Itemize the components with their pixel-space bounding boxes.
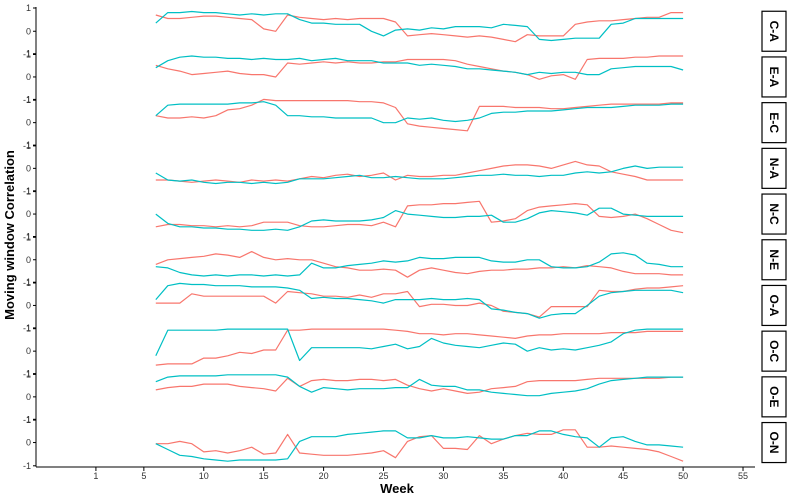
facet-panel-o-a: -1 0 1 O-A [23, 277, 787, 334]
x-tick-label: 35 [498, 471, 508, 481]
facet-strip-label: N-C [767, 203, 781, 225]
facet-strip [761, 376, 787, 418]
series-line-2 [155, 10, 684, 42]
series-line-2 [155, 282, 684, 319]
y-tick-label: 0 [26, 26, 31, 36]
facet-strip [761, 147, 787, 189]
y-tick-label: 0 [26, 300, 31, 310]
y-tick-label: 1 [26, 232, 31, 242]
y-tick-label: 1 [26, 3, 31, 13]
x-tick-label: 20 [319, 471, 329, 481]
y-tick-label: 0 [26, 118, 31, 128]
series-line-2 [155, 328, 684, 362]
y-axis-title: Moving window Correlation [2, 150, 17, 320]
series-line-2 [155, 252, 684, 277]
facet-panel-o-n: -1 0 1 O-N [23, 414, 787, 471]
facet-panel-n-e: -1 0 1 N-E [23, 232, 787, 288]
series-line-1 [155, 55, 684, 80]
facet-panel-e-a: -1 0 1 E-A [23, 49, 787, 105]
series-line-2 [155, 101, 684, 124]
y-tick-label: 0 [26, 346, 31, 356]
facet-strip-label: E-A [767, 67, 781, 88]
y-tick-label: -1 [23, 95, 31, 105]
y-tick-label: 0 [26, 392, 31, 402]
facet-panel-e-c: -1 0 1 E-C [23, 94, 787, 151]
y-tick-label: 0 [26, 163, 31, 173]
x-tick-label: 45 [618, 471, 628, 481]
y-tick-label: -1 [23, 278, 31, 288]
y-tick-label: -1 [23, 187, 31, 197]
y-tick-label: -1 [23, 232, 31, 242]
facet-panel-n-c: -1 0 1 N-C [23, 186, 787, 242]
x-tick-label: 50 [678, 471, 688, 481]
facet-strip-label: E-C [767, 112, 781, 133]
facet-strip-label: N-E [767, 249, 781, 270]
x-tick-label: 5 [141, 471, 146, 481]
y-tick-label: 0 [26, 438, 31, 448]
series-line-1 [155, 98, 684, 132]
y-tick-label: 1 [26, 186, 31, 196]
facet-strip [761, 330, 787, 372]
facet-strip [761, 239, 787, 281]
series-line-1 [155, 160, 684, 183]
y-tick-label: -1 [23, 415, 31, 425]
series-line-1 [155, 251, 684, 278]
y-tick-label: 0 [26, 209, 31, 219]
x-tick-label: 25 [379, 471, 389, 481]
y-tick-label: 1 [26, 277, 31, 287]
y-tick-label: 1 [26, 414, 31, 424]
y-tick-label: 1 [26, 94, 31, 104]
x-tick-label: 30 [438, 471, 448, 481]
y-tick-label: 0 [26, 255, 31, 265]
facet-strip [761, 193, 787, 235]
x-tick-label: 55 [738, 471, 748, 481]
facet-strip-label: C-A [767, 21, 781, 43]
facet-strip-label: O-E [767, 386, 781, 407]
panels: -1 0 1 C-A -1 0 1 E-A -1 0 1 E-C -1 0 1 N-A -1 0 1 N-C -1 0 1 N… [23, 3, 787, 471]
series-line-2 [155, 207, 684, 231]
y-tick-label: 0 [26, 72, 31, 82]
facet-panel-n-a: -1 0 1 N-A [23, 140, 787, 197]
x-tick-label: 1 [93, 471, 98, 481]
series-line-1 [155, 328, 684, 366]
y-tick-label: 1 [26, 369, 31, 379]
series-line-2 [155, 374, 684, 397]
x-tick-label: 10 [199, 471, 209, 481]
facet-panel-o-e: -1 0 1 O-E [23, 369, 787, 425]
x-tick-label: 40 [558, 471, 568, 481]
facet-strip-label: N-A [767, 158, 781, 180]
series-line-1 [155, 285, 684, 318]
facet-strip [761, 56, 787, 98]
series-line-2 [155, 165, 684, 185]
y-tick-label: 1 [26, 140, 31, 150]
facet-strip-label: O-A [767, 294, 781, 316]
facet-panel-o-c: -1 0 1 O-C [23, 323, 787, 379]
series-line-1 [155, 200, 684, 234]
facet-strip [761, 10, 787, 52]
y-tick-label: -1 [23, 461, 31, 471]
facet-strip-label: O-C [767, 340, 781, 362]
x-tick-label: 15 [259, 471, 269, 481]
y-tick-label: 1 [26, 49, 31, 59]
facet-strip [761, 421, 787, 464]
series-line-2 [155, 430, 684, 462]
series-line-2 [155, 55, 684, 76]
x-axis: 1 5 10 15 20 25 30 35 40 45 50 55 [36, 466, 755, 481]
y-tick-label: -1 [23, 50, 31, 60]
facet-strip [761, 102, 787, 144]
series-line-1 [155, 12, 684, 43]
facet-strip [761, 284, 787, 327]
series-line-1 [155, 376, 684, 394]
x-axis-title: Week [380, 481, 414, 496]
facet-panel-c-a: -1 0 1 C-A [23, 3, 787, 60]
y-tick-label: -1 [23, 324, 31, 334]
y-tick-label: -1 [23, 141, 31, 151]
y-tick-label: 1 [26, 323, 31, 333]
facet-strip-label: O-N [767, 432, 781, 454]
y-tick-label: -1 [23, 369, 31, 379]
series-line-1 [155, 429, 684, 462]
